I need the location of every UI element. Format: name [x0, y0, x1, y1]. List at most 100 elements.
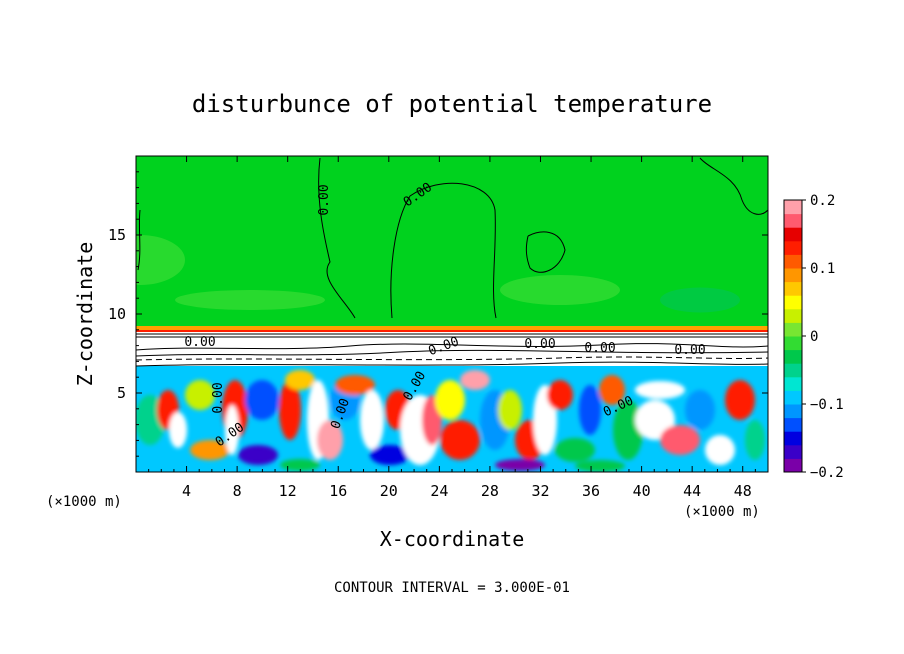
colorbar-tick-label: −0.2: [810, 465, 844, 481]
x-axis: 4 8 12 16 20 24 28 32 36 40 44 48: [148, 156, 756, 500]
x-axis-label: X-coordinate: [380, 527, 525, 551]
x-tick-label: 36: [582, 482, 600, 500]
colorbar-swatch: [784, 336, 802, 351]
contour-label: 0.00: [211, 382, 226, 413]
field-patch: [136, 235, 185, 285]
contour-line: [390, 182, 497, 319]
x-tick-label: 28: [481, 482, 499, 500]
colorbar-swatch: [784, 295, 802, 310]
field-blob: [579, 385, 601, 435]
contour-label: 0.00: [317, 184, 332, 215]
field-blob: [279, 380, 301, 440]
field-blob: [440, 420, 480, 460]
field-blob: [613, 400, 643, 460]
field-blob: [435, 380, 465, 420]
colorbar-swatch: [784, 281, 802, 296]
contour-label: 0.00: [184, 335, 215, 350]
colorbar-tick-label: −0.1: [810, 397, 844, 413]
field-blob: [335, 375, 375, 395]
field-blob: [495, 459, 545, 471]
x-unit-right: (×1000 m): [684, 504, 760, 520]
field-blob: [685, 390, 715, 430]
contour-line: [136, 343, 768, 351]
field-blob: [280, 459, 320, 471]
plot-area: 0.00 0.000.000.000.000.000.000.000.00 0.00…: [136, 156, 768, 472]
colorbar-swatch: [784, 322, 802, 337]
contour-label: 0.00: [674, 343, 705, 358]
colorbar-swatch: [784, 254, 802, 269]
x-tick-label: 48: [734, 482, 752, 500]
field-blob: [745, 420, 765, 460]
field-blob: [498, 390, 522, 430]
field-blob: [238, 445, 278, 465]
contour-line: [699, 157, 768, 215]
field-blob: [575, 460, 625, 472]
field-blob: [169, 412, 187, 448]
contour-line: [318, 157, 356, 319]
contour-label: 0.00: [524, 337, 555, 352]
chart-title: disturbunce of potential temperature: [192, 90, 712, 118]
colorbar: 0.2 0.1 0 −0.1 −0.2: [783, 193, 844, 481]
colorbar-swatch: [784, 213, 802, 228]
colorbar-swatch: [784, 404, 802, 419]
x-tick-label: 12: [279, 482, 297, 500]
x-tick-label: 44: [683, 482, 701, 500]
y-tick-label: 10: [108, 305, 126, 323]
contour-interval-note: CONTOUR INTERVAL = 3.000E-01: [334, 580, 570, 596]
colorbar-tick-label: 0.2: [810, 193, 835, 209]
colorbar-swatch: [784, 240, 802, 255]
colorbar-swatch: [784, 268, 802, 283]
y-axis-label: Z-coordinate: [73, 242, 97, 387]
contour-line: [137, 209, 141, 271]
field-patch: [500, 275, 620, 305]
x-tick-label: 8: [233, 482, 242, 500]
contour-line: [136, 349, 768, 357]
field-blob: [460, 370, 490, 390]
contour-line-negative: [136, 356, 768, 361]
colorbar-swatch: [784, 200, 802, 215]
field-blob: [555, 438, 595, 462]
colorbar-swatch: [784, 308, 802, 323]
y-tick-label: 5: [117, 384, 126, 402]
inversion-band-warm: [136, 326, 768, 330]
x-unit-left: (×1000 m): [46, 494, 122, 510]
field-patch: [175, 290, 325, 310]
field-blob: [245, 380, 279, 420]
field-blob: [635, 381, 685, 399]
contour-lines: [136, 157, 768, 367]
field-blob: [285, 370, 315, 390]
colorbar-swatch: [784, 376, 802, 391]
field-blob: [225, 405, 239, 455]
colorbar-swatch: [784, 227, 802, 242]
x-tick-label: 16: [329, 482, 347, 500]
field-blob: [725, 380, 755, 420]
contour-line: [136, 361, 768, 367]
lower-layer-blobs: [136, 370, 765, 472]
field-blob: [660, 425, 700, 455]
contour-line: [525, 231, 566, 273]
field-blob: [370, 445, 410, 465]
colorbar-tick-label: 0: [810, 329, 818, 345]
contour-label: 0.00: [584, 341, 615, 356]
colorbar-swatch: [784, 363, 802, 378]
inversion-band-hot: [136, 330, 768, 332]
y-axis: 5 10 15: [108, 171, 768, 457]
colorbar-swatch: [784, 458, 802, 473]
stable-layer: [136, 332, 768, 368]
field-blob: [599, 375, 625, 405]
colorbar-tick-label: 0.1: [810, 261, 835, 277]
colorbar-swatch: [784, 390, 802, 405]
colorbar-swatch: [784, 349, 802, 364]
x-tick-label: 24: [430, 482, 448, 500]
y-tick-label: 15: [108, 226, 126, 244]
contour-labels: 0.00 0.000.000.000.000.000.000.000.00 0.00…: [184, 180, 705, 450]
field-blob: [190, 440, 230, 460]
colorbar-swatch: [784, 417, 802, 432]
field-blob: [317, 420, 343, 460]
colorbar-swatch: [784, 431, 802, 446]
x-tick-label: 20: [380, 482, 398, 500]
x-tick-label: 32: [531, 482, 549, 500]
colorbar-swatch: [784, 444, 802, 459]
field-blob: [360, 390, 384, 450]
